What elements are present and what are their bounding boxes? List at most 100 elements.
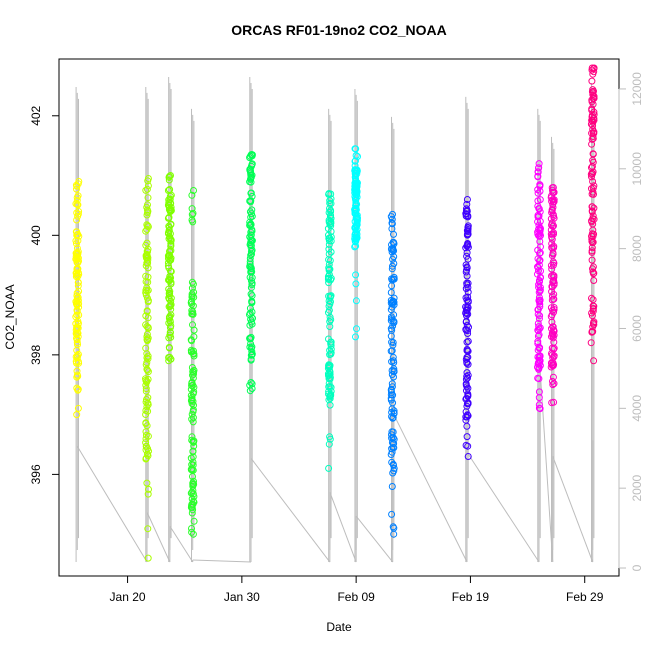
data-point — [390, 253, 398, 261]
data-point — [166, 273, 174, 281]
data-point — [73, 249, 81, 257]
data-point — [144, 264, 152, 272]
data-point — [73, 265, 81, 272]
data-point — [167, 172, 174, 179]
data-point — [189, 418, 197, 426]
data-point — [74, 385, 82, 393]
data-point — [352, 199, 360, 207]
data-point — [248, 385, 256, 392]
data-point — [463, 252, 471, 260]
data-point — [143, 251, 151, 259]
data-point — [325, 375, 333, 382]
data-point — [143, 203, 151, 211]
data-point — [73, 334, 80, 342]
data-point — [144, 407, 152, 415]
data-point — [534, 306, 542, 314]
data-point — [165, 214, 173, 222]
data-point — [248, 308, 256, 316]
data-point — [247, 340, 255, 348]
data-point — [548, 318, 556, 326]
data-point — [327, 350, 335, 358]
data-point — [549, 377, 556, 385]
data-point — [548, 235, 556, 243]
data-point — [534, 263, 541, 271]
data-point — [390, 444, 398, 452]
data-point — [326, 265, 334, 273]
data-point — [73, 196, 81, 204]
data-point — [390, 260, 398, 267]
data-point — [548, 362, 556, 370]
data-point — [167, 240, 175, 248]
data-point — [548, 184, 556, 192]
data-point — [535, 164, 542, 172]
data-point — [535, 277, 543, 284]
data-point — [550, 214, 558, 222]
data-point — [547, 230, 555, 238]
data-point — [550, 244, 558, 252]
data-point — [327, 195, 335, 203]
data-point — [390, 407, 398, 415]
data-point — [326, 401, 334, 409]
data-point — [535, 232, 543, 240]
data-point — [536, 232, 544, 240]
data-point — [352, 280, 360, 288]
data-point — [73, 331, 81, 339]
data-point — [353, 186, 360, 194]
data-point — [248, 152, 256, 160]
chart-title: ORCAS RF01-19no2 CO2_NOAA — [231, 22, 447, 38]
y-tick-label: 398 — [29, 345, 43, 365]
data-point — [463, 372, 471, 380]
data-point — [167, 355, 175, 363]
data-point — [462, 268, 470, 276]
data-point — [327, 338, 335, 346]
data-point — [73, 254, 81, 261]
data-point — [248, 210, 255, 218]
data-point — [325, 372, 332, 380]
y2-tick-label: 0 — [630, 564, 644, 571]
data-point — [464, 297, 472, 305]
data-point — [462, 355, 470, 363]
data-point — [326, 395, 334, 402]
data-point — [246, 309, 254, 317]
data-point — [534, 310, 542, 318]
data-point — [463, 347, 471, 355]
data-point — [589, 122, 597, 129]
data-point — [187, 385, 195, 393]
data-point — [167, 237, 175, 245]
data-point — [246, 321, 254, 329]
data-point — [143, 284, 151, 292]
data-point — [535, 404, 543, 412]
data-point — [144, 256, 152, 264]
data-point — [550, 277, 558, 284]
data-point — [534, 326, 542, 334]
data-point — [534, 264, 542, 271]
data-point — [143, 365, 151, 373]
data-point — [463, 264, 471, 272]
data-point — [166, 172, 173, 180]
data-point — [144, 399, 152, 407]
data-point — [388, 276, 396, 284]
data-point — [352, 157, 359, 165]
data-point — [166, 328, 174, 336]
data-point — [190, 497, 197, 505]
data-point — [589, 307, 597, 315]
data-point — [72, 237, 80, 245]
data-point — [590, 108, 598, 116]
data-point — [190, 187, 197, 194]
data-point — [327, 200, 335, 207]
data-point — [143, 350, 151, 358]
data-point — [247, 235, 255, 242]
data-point — [590, 277, 598, 284]
data-point — [143, 247, 151, 255]
data-point — [550, 344, 558, 352]
data-point — [142, 381, 150, 389]
data-point — [144, 314, 152, 322]
data-point — [389, 428, 397, 436]
data-point — [246, 221, 254, 229]
data-point — [165, 229, 172, 236]
data-point — [535, 293, 543, 301]
data-point — [326, 433, 334, 441]
data-point — [462, 416, 470, 424]
data-point — [143, 333, 151, 341]
data-point — [326, 375, 334, 383]
